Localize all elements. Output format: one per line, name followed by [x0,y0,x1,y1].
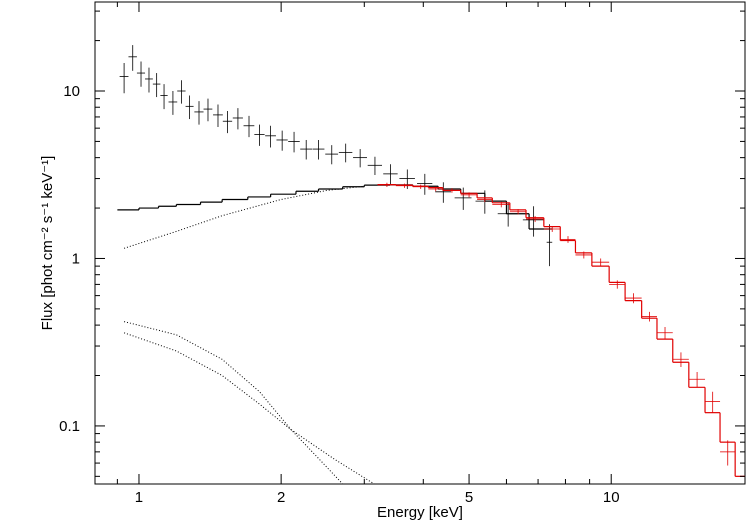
plot-area [117,45,745,484]
x-tick-label: 1 [135,489,143,506]
x-tick-label: 5 [465,489,473,506]
plot-frame [94,1,746,485]
x-tick-label: 2 [277,489,285,506]
x-axis-title: Energy [keV] [377,504,463,521]
y-tick-label: 0.1 [59,418,80,435]
model-component [123,321,344,484]
model-component [123,332,375,484]
y-tick-label: 1 [72,250,80,267]
y-axis-title: Flux [phot cm⁻² s⁻¹ keV⁻¹] [39,156,56,331]
y-tick-label: 10 [63,83,80,100]
model-component [123,185,365,249]
x-tick-label: 10 [603,489,620,506]
